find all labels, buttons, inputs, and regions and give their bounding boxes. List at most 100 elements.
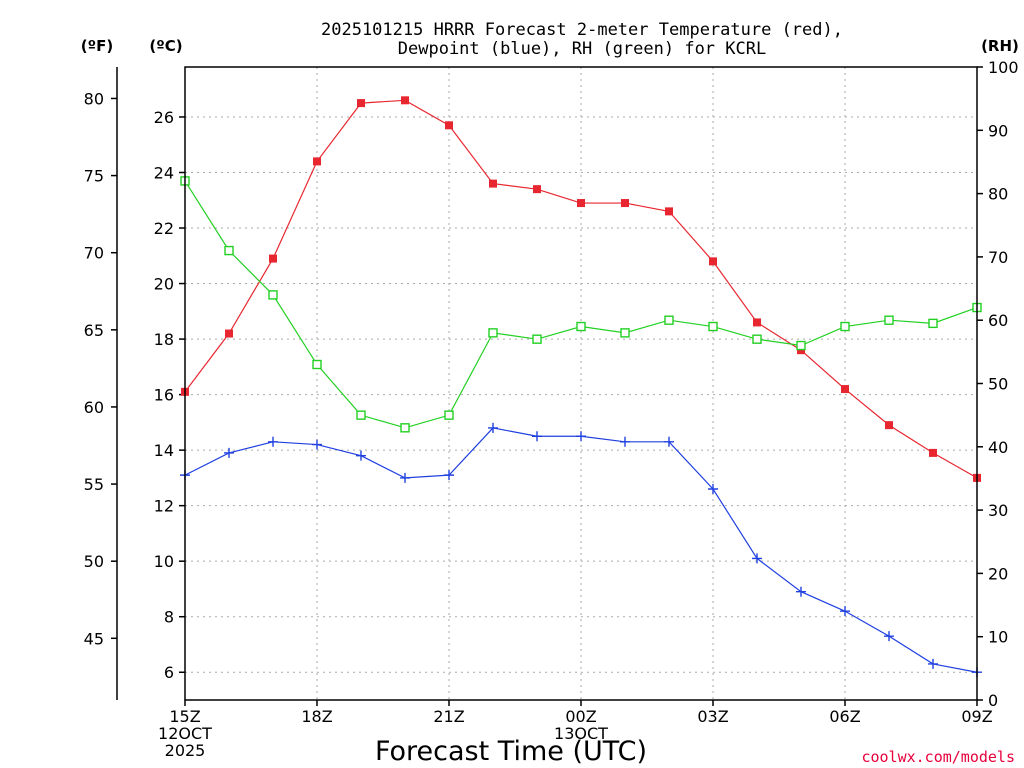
rh-point <box>752 334 762 344</box>
dewpoint-point <box>840 606 850 617</box>
x-tick-label: 18Z <box>301 707 332 726</box>
x-tick-label: 12OCT <box>158 724 212 743</box>
rh-tick-label: 30 <box>988 501 1008 520</box>
rh-tick-label: 50 <box>988 375 1008 394</box>
celsius-tick-label: 26 <box>154 108 174 127</box>
rh-axis: 0 10 20 30 40 50 60 70 80 90 100 <box>977 58 1019 710</box>
rh-point <box>928 318 938 329</box>
dewpoint-point <box>928 658 938 669</box>
x-tick-label: 21Z <box>433 707 464 726</box>
dewpoint-point <box>224 447 234 458</box>
rh-tick-label: 100 <box>988 58 1019 77</box>
x-tick-label: 2025 <box>165 741 206 760</box>
x-tick-label: 15Z <box>169 707 200 726</box>
chart-title-line2: Dewpoint (blue), RH (green) for KCRL <box>398 39 766 59</box>
dewpoint-point <box>576 431 586 442</box>
rh-point <box>312 359 322 370</box>
fahrenheit-axis: 45 50 55 60 65 70 75 80 <box>84 67 118 700</box>
dewpoint-point <box>444 470 454 481</box>
x-tick-label: 09Z <box>961 707 992 726</box>
celsius-tick-label: 10 <box>154 552 174 571</box>
dewpoint-point <box>796 586 806 597</box>
dewpoint-point <box>708 484 718 494</box>
2-meter-temperature-point <box>577 199 585 208</box>
dewpoint-point <box>488 422 498 433</box>
celsius-tick-label: 14 <box>154 441 174 460</box>
celsius-tick-label: 24 <box>154 164 174 183</box>
rh-point <box>796 340 806 351</box>
dewpoint-point <box>620 436 630 447</box>
celsius-axis: 6 8 10 12 14 16 18 20 22 24 26 <box>154 108 185 682</box>
fahrenheit-tick-label: 60 <box>84 398 104 417</box>
rh-unit-label: (RH) <box>981 37 1019 55</box>
rh-point <box>708 321 718 332</box>
2-meter-temperature-point <box>313 157 321 166</box>
rh-tick-label: 60 <box>988 311 1008 330</box>
dewpoint-point <box>664 436 674 447</box>
dewpoint-point <box>532 431 542 442</box>
credit-text: coolwx.com/models <box>861 748 1015 766</box>
rh-point <box>532 334 542 344</box>
fahrenheit-tick-label: 80 <box>84 89 104 108</box>
fahrenheit-tick-label: 45 <box>84 629 104 648</box>
dewpoint-point <box>312 439 322 450</box>
celsius-tick-label: 22 <box>154 219 174 238</box>
2-meter-temperature-point <box>401 96 409 105</box>
dewpoint-point <box>884 631 894 642</box>
2-meter-temperature-point <box>885 421 893 430</box>
fahrenheit-tick-label: 50 <box>84 552 104 571</box>
x-tick-label: 00Z <box>565 707 596 726</box>
2-meter-temperature-point <box>357 99 365 108</box>
2-meter-temperature-point <box>665 207 673 216</box>
rh-tick-label: 90 <box>988 121 1008 140</box>
2-meter-temperature-point <box>489 179 497 188</box>
series-rh <box>180 176 982 433</box>
rh-tick-label: 80 <box>988 185 1008 204</box>
chart-title-line1: 2025101215 HRRR Forecast 2-meter Tempera… <box>321 20 843 40</box>
dewpoint-point <box>400 472 410 483</box>
rh-point <box>444 410 454 420</box>
dewpoint-point <box>268 436 278 447</box>
fahrenheit-tick-label: 75 <box>84 167 104 186</box>
2-meter-temperature-point <box>753 318 761 327</box>
celsius-tick-label: 6 <box>164 663 174 682</box>
fahrenheit-tick-label: 65 <box>84 321 104 340</box>
plot-frame <box>184 66 978 701</box>
rh-point <box>224 245 234 256</box>
2-meter-temperature-point <box>929 448 937 457</box>
2-meter-temperature-point <box>709 257 717 266</box>
2-meter-temperature-point <box>841 385 849 394</box>
celsius-tick-label: 18 <box>154 330 174 349</box>
rh-point <box>576 321 586 332</box>
series-dewpoint <box>180 422 982 678</box>
x-tick-label: 06Z <box>829 707 860 726</box>
grid-lines <box>185 67 977 700</box>
rh-tick-label: 70 <box>988 248 1008 267</box>
x-tick-label: 03Z <box>697 707 728 726</box>
rh-point <box>840 321 850 332</box>
rh-point <box>884 315 894 325</box>
rh-point <box>400 423 410 433</box>
celsius-tick-label: 8 <box>164 608 174 627</box>
celsius-tick-label: 16 <box>154 386 174 405</box>
rh-tick-label: 40 <box>988 438 1008 457</box>
dewpoint-point <box>752 553 762 564</box>
celsius-tick-label: 12 <box>154 497 174 516</box>
x-tick-label: 13OCT <box>554 724 608 743</box>
dewpoint-point <box>356 450 366 461</box>
rh-point <box>620 328 630 338</box>
rh-point <box>268 290 278 300</box>
rh-tick-label: 20 <box>988 564 1008 583</box>
celsius-tick-label: 20 <box>154 275 174 294</box>
rh-tick-label: 10 <box>988 628 1008 647</box>
x-axis-title: Forecast Time (UTC) <box>375 736 647 767</box>
2-meter-temperature-point <box>445 121 453 130</box>
rh-point <box>356 410 366 420</box>
rh-point <box>488 328 498 338</box>
2-meter-temperature-point <box>621 199 629 208</box>
fahrenheit-unit-label: (ºF) <box>81 37 113 55</box>
2-meter-temperature-point <box>269 254 277 263</box>
fahrenheit-tick-label: 55 <box>84 475 104 494</box>
